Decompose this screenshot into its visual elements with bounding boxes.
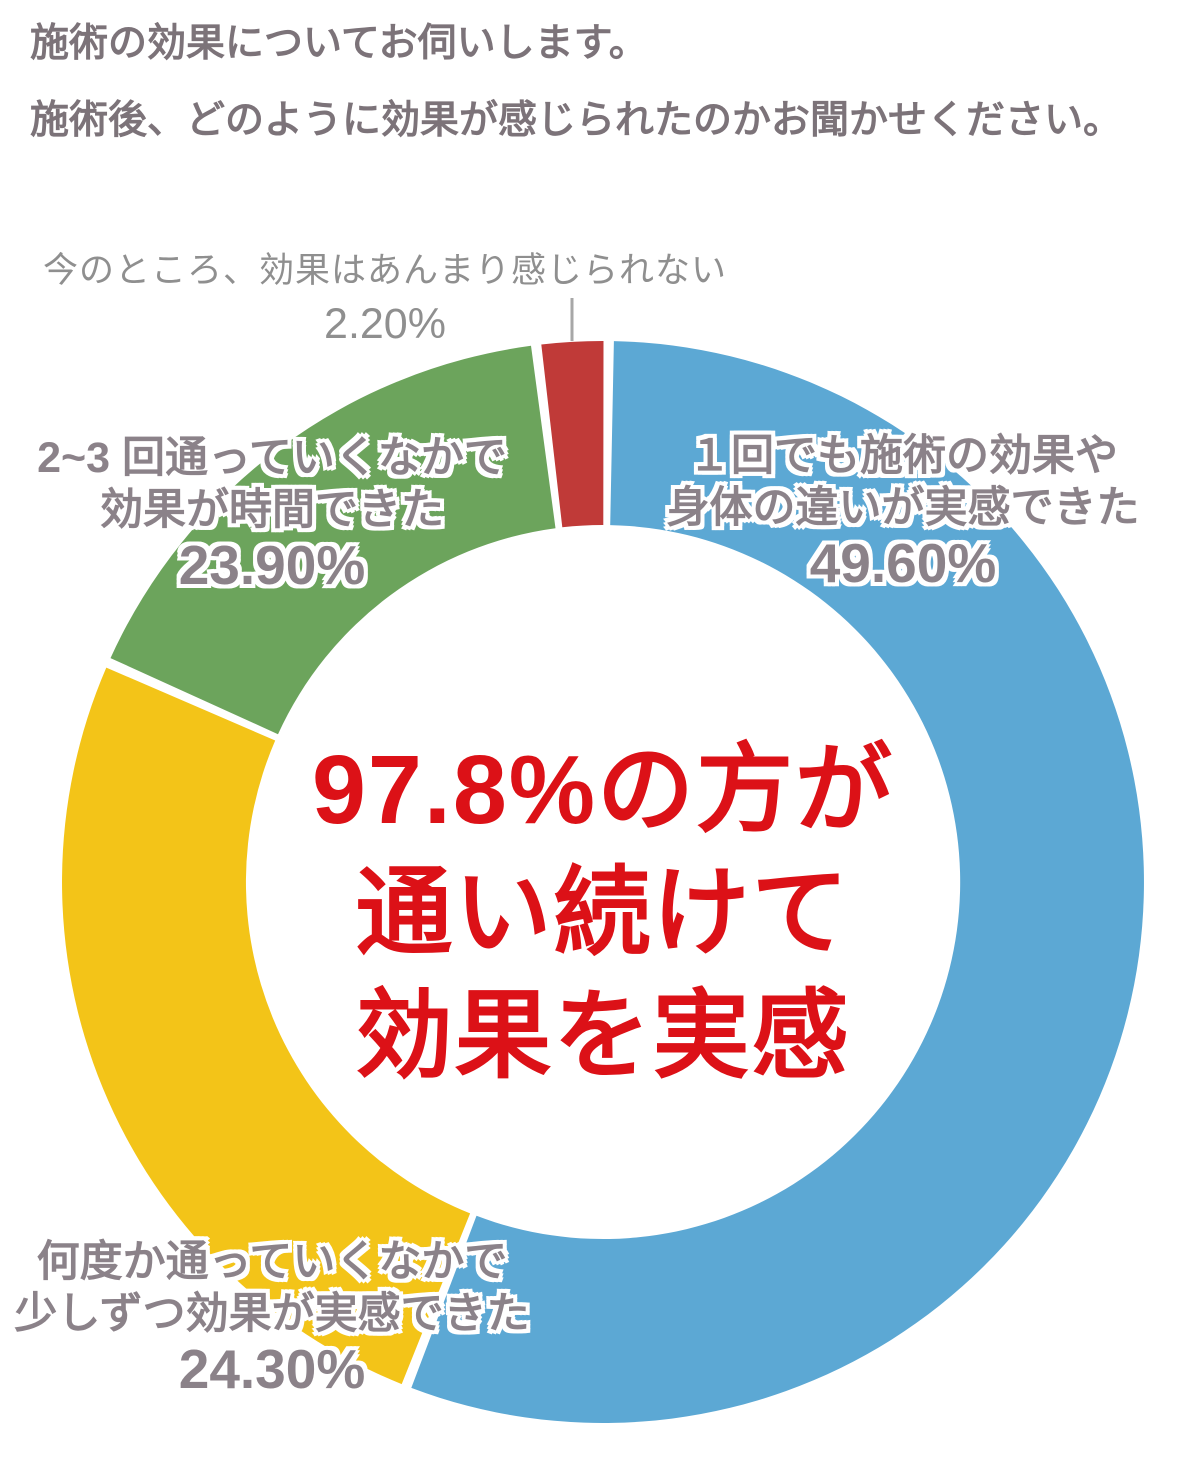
blue-segment-value: 49.60%	[809, 532, 997, 594]
green-segment-label-line-2: 効果が時間できた	[100, 486, 444, 534]
header-line-2: 施術後、どのように効果が感じられたのかお聞かせください。	[30, 99, 1123, 142]
red-segment-value: 2.20%	[324, 300, 446, 348]
center-text-line-2: 通い続けて	[355, 858, 851, 967]
center-text-line-1: 97.8%の方が	[311, 735, 895, 844]
page-title: 施術の効果についてお伺いします。 施術後、どのように効果が感じられたのかお聞かせ…	[30, 22, 1122, 143]
green-segment-label-line-1: 2~3 回通っていくなかで	[37, 434, 507, 482]
blue-segment-label-line-2: 身体の違いが実感できた	[666, 484, 1140, 532]
header-line-1: 施術の効果についてお伺いします。	[30, 22, 648, 65]
yellow-segment-label-line-2: 少しずつ効果が実感できた	[14, 1290, 530, 1338]
green-segment-value: 23.90%	[178, 534, 366, 596]
pie-slice-green	[110, 345, 556, 735]
pie-slice-yellow	[62, 667, 471, 1385]
yellow-segment-label-line-1: 何度か通っていくなかで	[36, 1238, 508, 1286]
center-text-line-3: 効果を実感	[355, 981, 851, 1090]
label-yellow-segment: 何度か通っていくなかで 少しずつ効果が実感できた 24.30%	[14, 1236, 529, 1398]
donut-center-text: 97.8%の方が 通い続けて 効果を実感	[312, 728, 894, 1097]
red-segment-label-text: 今のところ、効果はあんまり感じられない	[42, 251, 728, 290]
label-red-segment: 今のところ、効果はあんまり感じられない 2.20%	[43, 250, 727, 348]
blue-segment-label-line-1: １回でも施術の効果や	[688, 432, 1118, 480]
pie-slice-red	[541, 340, 604, 528]
yellow-segment-value: 24.30%	[178, 1338, 366, 1400]
label-green-segment: 2~3 回通っていくなかで 効果が時間できた 23.90%	[37, 432, 507, 594]
label-blue-segment: １回でも施術の効果や 身体の違いが実感できた 49.60%	[667, 430, 1140, 592]
pie-slice-blue	[411, 341, 1144, 1423]
